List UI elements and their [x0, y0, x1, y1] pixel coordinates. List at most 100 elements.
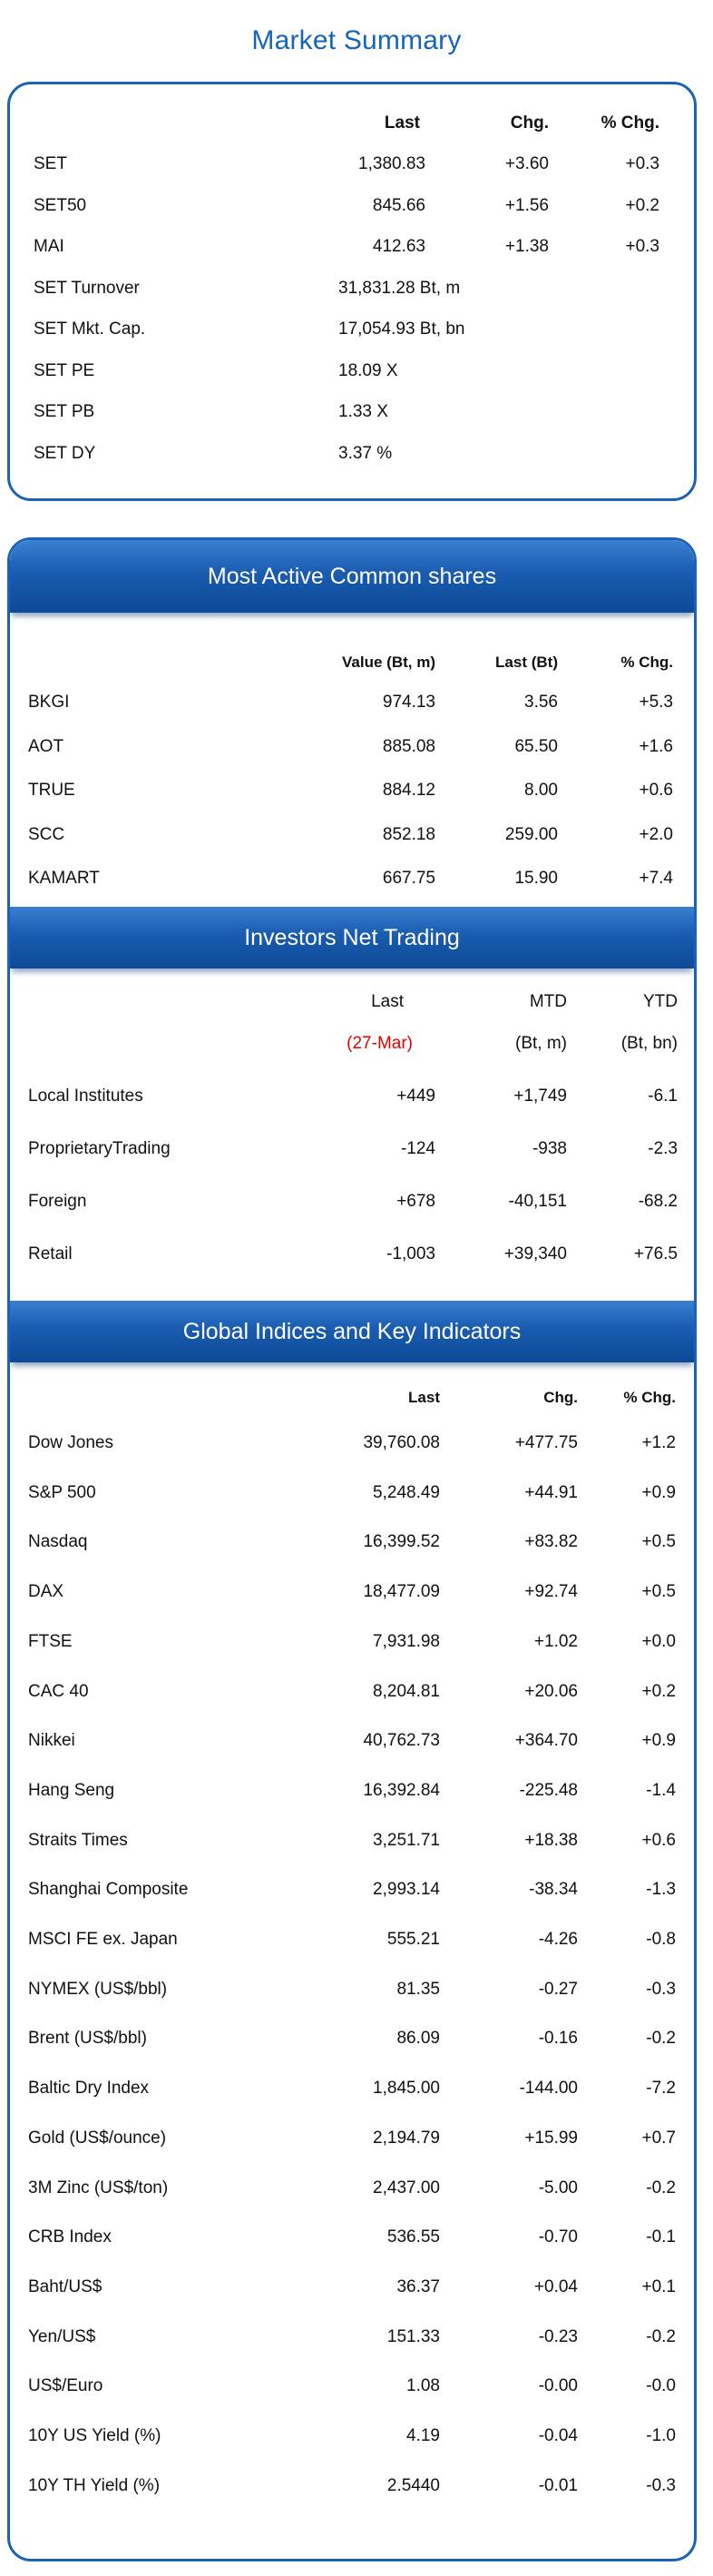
indicator-last: 5,248.49: [373, 1482, 440, 1502]
market-summary-row: SET PE 18.09 X: [10, 358, 694, 385]
global-row: US$/Euro 1.08 -0.00 -0.0: [10, 2373, 694, 2400]
index-last: 845.66: [372, 195, 425, 215]
indicator-last: 40,762.73: [363, 1731, 440, 1751]
index-name: SET: [34, 154, 67, 173]
investor-last: -1,003: [386, 1244, 435, 1263]
indicator-chg: -4.26: [538, 1930, 578, 1949]
indicator-name: Baht/US$: [28, 2276, 103, 2296]
investors-row: ProprietaryTrading -124 -938 -2.3: [10, 1136, 694, 1163]
index-chg: +1.38: [504, 237, 549, 256]
index-value: 17,054.93 Bt, bn: [338, 320, 465, 339]
investor-last: +678: [396, 1192, 435, 1211]
indicator-pct-chg: -0.1: [646, 2227, 676, 2247]
indicator-name: MSCI FE ex. Japan: [28, 1930, 178, 1949]
investors-subheader-row: (27-Mar) (Bt, m) (Bt, bn): [10, 1030, 694, 1057]
indicator-pct-chg: +0.2: [641, 1681, 676, 1701]
indicator-name: NYMEX (US$/bbl): [28, 1979, 168, 1999]
indicator-chg: -225.48: [519, 1780, 578, 1800]
indicator-last: 16,392.84: [363, 1780, 440, 1800]
stock-symbol: KAMART: [28, 869, 100, 888]
col-header-last: Last: [371, 992, 404, 1011]
investor-ytd: +76.5: [633, 1244, 678, 1263]
indicator-chg: -0.23: [538, 2326, 578, 2346]
index-name: SET PB: [34, 402, 95, 421]
indicator-pct-chg: -1.4: [646, 1780, 676, 1800]
index-last: 1,380.83: [358, 154, 425, 173]
stock-last: 65.50: [514, 736, 558, 756]
investor-type: Foreign: [28, 1192, 87, 1211]
indicator-chg: -0.04: [538, 2426, 578, 2445]
indicator-chg: +44.91: [524, 1482, 578, 1502]
investors-header-row: Last MTD YTD: [10, 988, 694, 1016]
indicator-last: 16,399.52: [363, 1532, 440, 1552]
stock-value: 852.18: [382, 824, 435, 844]
indicator-pct-chg: -1.0: [646, 2426, 676, 2445]
indicator-name: CAC 40: [28, 1681, 89, 1701]
index-name: MAI: [34, 237, 64, 256]
stock-pct-chg: +7.4: [639, 869, 673, 888]
indicator-pct-chg: -0.2: [646, 2178, 676, 2197]
indicator-last: 4.19: [406, 2426, 440, 2445]
global-row: Yen/US$ 151.33 -0.23 -0.2: [10, 2324, 694, 2351]
indicator-pct-chg: -7.2: [646, 2079, 676, 2099]
indicator-chg: -5.00: [538, 2178, 578, 2197]
global-header-row: Last Chg. % Chg.: [10, 1384, 694, 1411]
indicator-last: 2,194.79: [373, 2128, 440, 2148]
market-tables-panel: Most Active Common shares Investors Net …: [7, 537, 697, 2561]
indicator-chg: -0.70: [538, 2227, 578, 2247]
indicator-last: 81.35: [396, 1979, 440, 1999]
global-row: DAX 18,477.09 +92.74 +0.5: [10, 1578, 694, 1606]
index-chg: +3.60: [504, 154, 549, 173]
index-last: 412.63: [372, 237, 425, 256]
indicator-pct-chg: -0.3: [646, 2475, 676, 2495]
col-header-pct: % Chg.: [623, 1389, 676, 1406]
indicator-chg: -0.00: [538, 2376, 578, 2396]
index-pct-chg: +0.3: [625, 237, 659, 256]
indicator-last: 8,204.81: [373, 1681, 440, 1701]
col-header-value: Value (Bt, m): [342, 654, 435, 671]
indicator-last: 536.55: [386, 2227, 440, 2247]
global-row: Nasdaq 16,399.52 +83.82 +0.5: [10, 1529, 694, 1556]
stock-last: 15.90: [514, 869, 558, 888]
indicator-last: 2.5440: [386, 2475, 440, 2495]
global-row: MSCI FE ex. Japan 555.21 -4.26 -0.8: [10, 1926, 694, 1953]
indicator-pct-chg: -1.3: [646, 1880, 676, 1900]
date-label: (27-Mar): [347, 1034, 413, 1053]
indicator-name: 3M Zinc (US$/ton): [28, 2178, 169, 2197]
investors-banner: Investors Net Trading: [10, 907, 694, 968]
global-row: NYMEX (US$/bbl) 81.35 -0.27 -0.3: [10, 1976, 694, 2003]
index-name: SET Mkt. Cap.: [34, 320, 146, 339]
indicator-chg: -0.27: [538, 1979, 578, 1999]
col-header-pct: % Chg.: [601, 113, 659, 133]
investors-row: Foreign +678 -40,151 -68.2: [10, 1188, 694, 1215]
global-row: 3M Zinc (US$/ton) 2,437.00 -5.00 -0.2: [10, 2175, 694, 2202]
indicator-chg: +364.70: [514, 1731, 578, 1751]
indicator-pct-chg: +1.2: [641, 1433, 676, 1452]
indicator-chg: +18.38: [524, 1830, 578, 1850]
indicator-name: DAX: [28, 1582, 64, 1602]
stock-pct-chg: +0.6: [639, 781, 673, 800]
indicator-name: 10Y US Yield (%): [28, 2426, 161, 2445]
global-row: Hang Seng 16,392.84 -225.48 -1.4: [10, 1777, 694, 1804]
investor-mtd: +1,749: [513, 1086, 567, 1106]
indicator-last: 2,993.14: [373, 1880, 440, 1900]
indicator-last: 7,931.98: [373, 1631, 440, 1651]
most-active-row: BKGI 974.13 3.56 +5.3: [10, 689, 694, 716]
indicator-pct-chg: -0.0: [646, 2376, 676, 2396]
indicator-name: FTSE: [28, 1631, 73, 1651]
indicator-pct-chg: +0.0: [641, 1631, 676, 1651]
global-row: Brent (US$/bbl) 86.09 -0.16 -0.2: [10, 2025, 694, 2052]
most-active-row: KAMART 667.75 15.90 +7.4: [10, 865, 694, 892]
indicator-name: S&P 500: [28, 1482, 96, 1502]
index-pct-chg: +0.2: [625, 195, 659, 215]
global-row: 10Y TH Yield (%) 2.5440 -0.01 -0.3: [10, 2473, 694, 2500]
stock-symbol: BKGI: [28, 693, 70, 712]
market-summary-row: SET PB 1.33 X: [10, 398, 694, 426]
col-header-chg: Chg.: [510, 113, 549, 133]
indicator-pct-chg: +0.1: [641, 2276, 676, 2296]
indicator-last: 2,437.00: [373, 2178, 440, 2197]
indicator-name: Nikkei: [28, 1731, 75, 1751]
indicator-chg: -144.00: [519, 2079, 578, 2099]
most-active-row: TRUE 884.12 8.00 +0.6: [10, 777, 694, 804]
global-row: CRB Index 536.55 -0.70 -0.1: [10, 2224, 694, 2251]
